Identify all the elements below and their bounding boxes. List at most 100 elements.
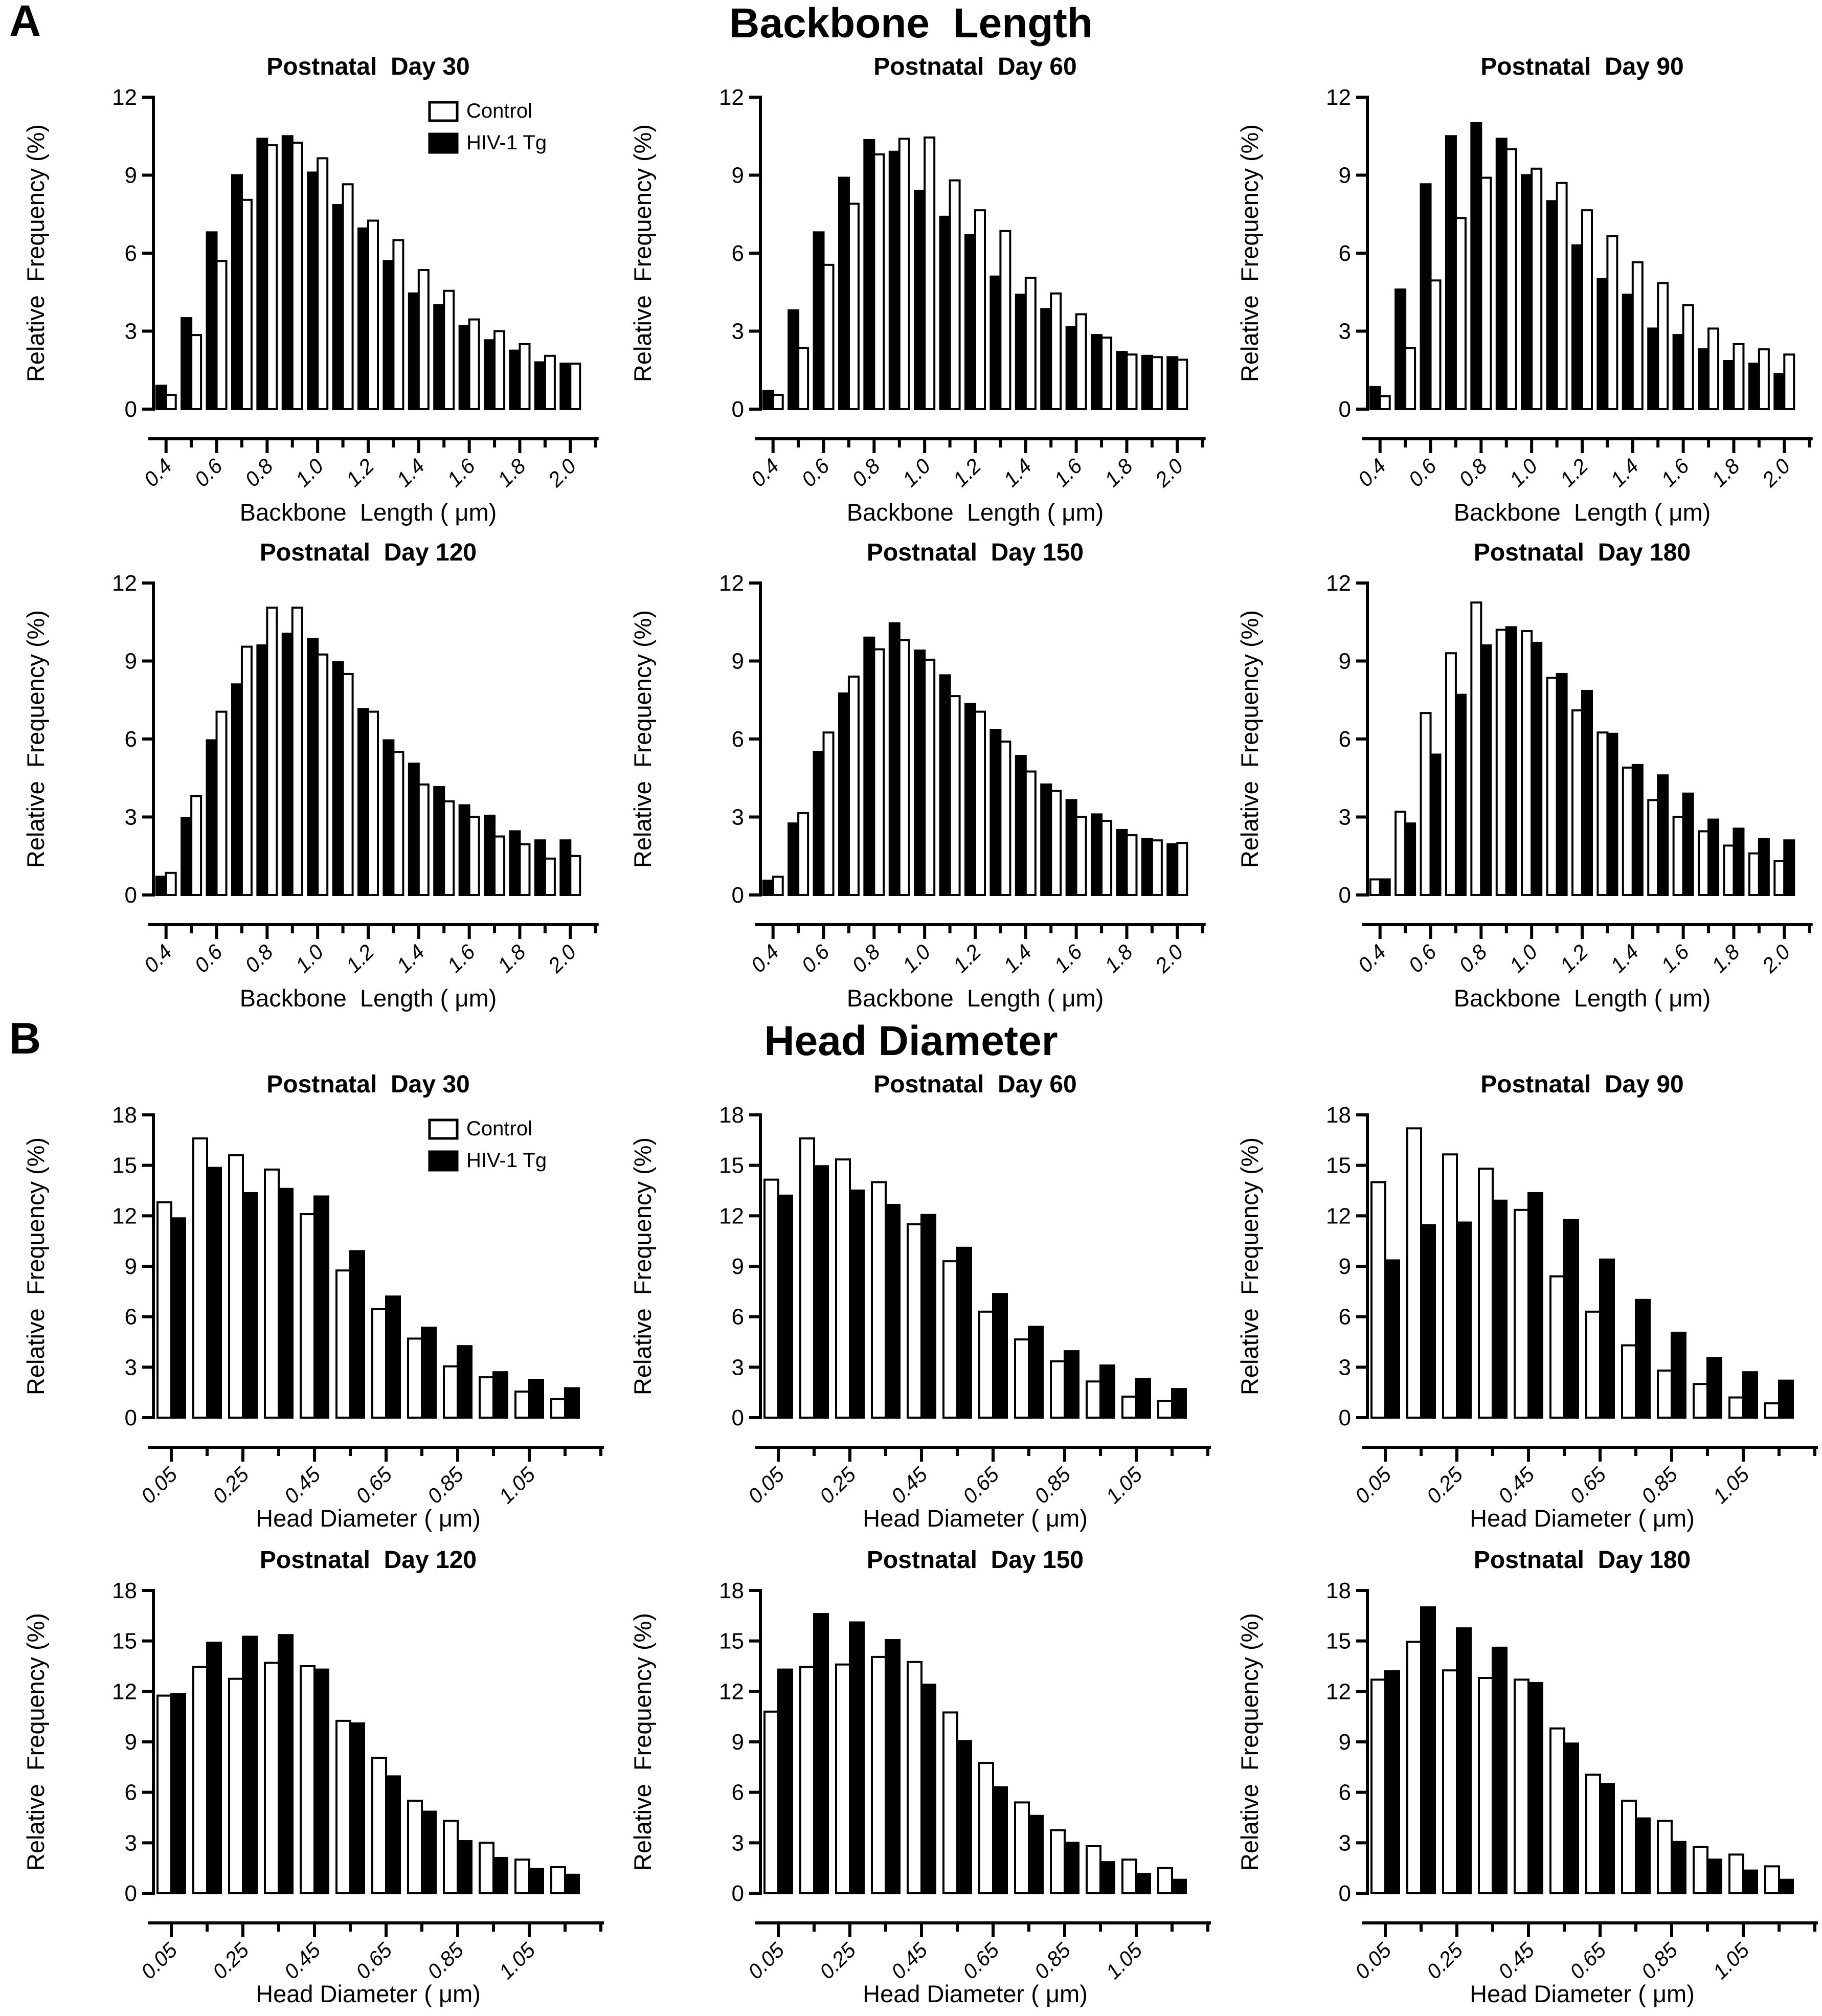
x-tick-label: 1.6 xyxy=(1656,940,1694,977)
bar-hiv-1-tg xyxy=(484,339,496,411)
panel-b-row-1: Postnatal Day 30 Relative Frequency (%) 0 3… xyxy=(0,1064,1822,1539)
subplot-title: Postnatal Day 120 xyxy=(260,1547,477,1574)
bar-control xyxy=(1758,348,1770,410)
y-axis-label: Relative Frequency (%) xyxy=(1236,1137,1263,1395)
bar-control xyxy=(1176,842,1188,896)
bar-hiv-1-tg xyxy=(1028,1815,1044,1895)
bar-hiv-1-tg xyxy=(385,1295,401,1419)
x-tick-label: 1.2 xyxy=(342,454,379,491)
bar-hiv-1-tg xyxy=(1166,843,1179,896)
bar-control xyxy=(1480,176,1492,410)
subplot-postnatal-day-60-backbone-length: Postnatal Day 60 Relative Frequency (%) 0 3… xyxy=(629,53,1206,526)
bar-hiv-1-tg xyxy=(992,1293,1008,1419)
bar-control xyxy=(544,354,556,411)
bar-control xyxy=(974,710,986,896)
bars xyxy=(1369,122,1795,411)
y-axis xyxy=(749,1589,762,1895)
x-axis-label: Backbone Length ( μm) xyxy=(847,984,1104,1012)
bar-control xyxy=(1514,1208,1529,1419)
bar-hiv-1-tg xyxy=(1571,244,1583,410)
bar-control xyxy=(392,239,404,410)
bar-hiv-1-tg xyxy=(1369,386,1381,411)
y-tick-label: 12 xyxy=(1326,1203,1351,1228)
x-tick-label: 0.45 xyxy=(279,1938,325,1984)
bar-hiv-1-tg xyxy=(408,763,420,896)
subplot-postnatal-day-120-backbone-length: Postnatal Day 120 Relative Frequency (%) 0… xyxy=(22,539,599,1012)
bar-control xyxy=(342,183,354,410)
bar-hiv-1-tg xyxy=(914,649,926,897)
bar-hiv-1-tg xyxy=(457,1345,473,1419)
y-tick-label: 6 xyxy=(1339,727,1351,752)
y-tick-label: 15 xyxy=(112,1629,137,1654)
bar-control xyxy=(192,1137,208,1419)
bar-control xyxy=(1622,766,1634,896)
bar-hiv-1-tg xyxy=(1778,1878,1794,1895)
y-tick-label: 9 xyxy=(125,649,137,674)
x-tick-label: 2.0 xyxy=(543,454,581,492)
x-tick-label: 0.6 xyxy=(190,454,227,491)
subplot-title: Postnatal Day 30 xyxy=(266,53,470,80)
bar-control xyxy=(1657,282,1669,411)
x-tick-label: 1.8 xyxy=(493,940,530,977)
bar-hiv-1-tg xyxy=(838,176,850,410)
bar-control xyxy=(1657,1820,1673,1894)
bar-control xyxy=(1121,1858,1137,1895)
bar-hiv-1-tg xyxy=(564,1873,580,1894)
bar-hiv-1-tg xyxy=(762,880,774,897)
x-tick-label: 1.05 xyxy=(1708,1938,1753,1984)
x-tick-label: 0.05 xyxy=(1350,1938,1396,1984)
x-tick-label: 0.45 xyxy=(279,1463,325,1508)
bar-control xyxy=(519,343,531,411)
bar-hiv-1-tg xyxy=(1040,783,1052,897)
x-axis-label: Backbone Length ( μm) xyxy=(1454,499,1711,526)
x-tick-label: 0.45 xyxy=(886,1463,932,1508)
bars xyxy=(155,135,581,411)
x-tick-label: 0.25 xyxy=(815,1463,860,1508)
y-tick-label: 6 xyxy=(732,1305,744,1330)
x-tick-label: 0.65 xyxy=(1565,1938,1610,1984)
bar-hiv-1-tg xyxy=(1742,1869,1758,1894)
bar-hiv-1-tg xyxy=(1445,135,1457,410)
bar-hiv-1-tg xyxy=(788,822,800,896)
x-tick-label: 1.6 xyxy=(442,454,480,491)
y-axis xyxy=(142,1589,155,1895)
y-axis xyxy=(1356,96,1369,411)
bar-hiv-1-tg xyxy=(256,644,268,896)
bar-control xyxy=(1764,1402,1780,1419)
bar-hiv-1-tg xyxy=(559,363,572,411)
bars xyxy=(1370,1606,1794,1895)
y-tick-label: 0 xyxy=(1339,1405,1351,1430)
bar-hiv-1-tg xyxy=(1527,1192,1543,1419)
bar-control xyxy=(228,1677,244,1894)
bars xyxy=(156,1634,580,1895)
subplot-title: Postnatal Day 60 xyxy=(873,1071,1077,1098)
y-tick-label: 6 xyxy=(1339,1305,1351,1330)
x-tick-label: 2.0 xyxy=(1757,454,1795,492)
x-axis xyxy=(148,1921,604,1937)
bar-hiv-1-tg xyxy=(849,1621,865,1894)
y-tick-label: 3 xyxy=(1339,805,1351,830)
x-tick-label: 0.8 xyxy=(1454,940,1492,977)
bar-hiv-1-tg xyxy=(1099,1861,1115,1895)
bar-control xyxy=(822,731,835,896)
bar-hiv-1-tg xyxy=(1492,1199,1508,1419)
bar-hiv-1-tg xyxy=(1671,1841,1686,1895)
x-tick-label: 0.6 xyxy=(190,940,227,977)
x-tick-label: 2.0 xyxy=(1150,454,1188,492)
bar-hiv-1-tg xyxy=(1470,122,1482,411)
bar-hiv-1-tg xyxy=(1166,356,1179,410)
y-tick-label: 6 xyxy=(125,241,137,266)
y-tick-label: 6 xyxy=(732,727,744,752)
bar-control xyxy=(443,800,455,896)
bar-hiv-1-tg xyxy=(1099,1364,1115,1419)
y-tick-label: 9 xyxy=(1339,649,1351,674)
panel-head-diameter: B Head Diameter Postnatal Day 30 Relative… xyxy=(0,1016,1822,2015)
x-axis-label: Head Diameter ( μm) xyxy=(863,1505,1088,1532)
x-tick-label: 0.4 xyxy=(1353,454,1390,491)
bar-hiv-1-tg xyxy=(564,1387,580,1419)
bar-hiv-1-tg xyxy=(777,1668,793,1894)
x-tick-label: 0.4 xyxy=(1353,940,1390,977)
bar-hiv-1-tg xyxy=(332,661,344,897)
subplot-postnatal-day-60-head-diameter: Postnatal Day 60 Relative Frequency (%) 0 3… xyxy=(629,1071,1211,1532)
y-tick-label: 0 xyxy=(1339,397,1351,422)
